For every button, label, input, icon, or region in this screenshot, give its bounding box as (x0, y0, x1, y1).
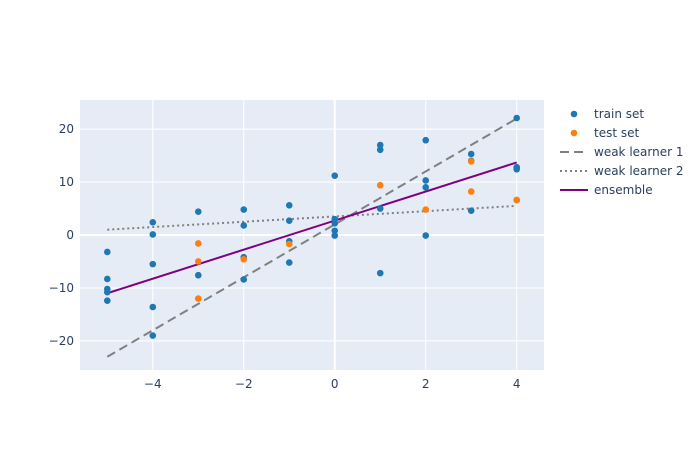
series-weak-learner-2 (107, 204, 517, 231)
legend-item-weak-learner-1[interactable]: weak learner 1 (560, 145, 683, 159)
train-set-point (331, 220, 339, 227)
legend-item-weak-learner-2[interactable]: weak learner 2 (560, 164, 683, 178)
train-set-point (240, 206, 248, 213)
y-axis-ticks: −20 −10 0 10 20 (49, 122, 74, 348)
x-axis-ticks: −4 −2 0 2 4 (144, 377, 521, 391)
y-tick-label: 0 (66, 228, 74, 242)
y-tick-label: 20 (59, 122, 74, 136)
train-set-point (194, 208, 202, 216)
legend-label: weak learner 2 (594, 164, 683, 178)
test-set-point (285, 240, 293, 248)
series-weak-learner-1 (106, 117, 518, 358)
train-set-point (376, 141, 384, 149)
train-set-point (467, 150, 475, 158)
train-set-point (285, 202, 293, 209)
plot-area (103, 114, 521, 358)
weak-learner-2-line (107, 204, 517, 231)
y-tick-label: −20 (49, 334, 74, 348)
legend-label: weak learner 1 (594, 145, 683, 159)
train-set-point (513, 114, 521, 122)
test-set-point (467, 188, 475, 195)
train-set-point (194, 271, 202, 279)
train-set-point (422, 184, 430, 191)
test-set-point (194, 240, 202, 247)
train-set-point (240, 222, 248, 229)
train-set-point (149, 303, 157, 311)
test-set-point (513, 196, 521, 204)
train-set-point (149, 332, 157, 339)
legend[interactable]: train set test set weak learner 1 weak lear… (560, 107, 683, 197)
legend-label: ensemble (594, 183, 653, 197)
train-set-point (103, 248, 111, 256)
y-tick-label: 10 (59, 175, 74, 189)
test-set-point (467, 158, 475, 165)
train-set-point (331, 232, 339, 239)
train-set-point (103, 297, 111, 304)
train-set-point (149, 218, 157, 226)
train-set-point (422, 232, 430, 239)
series-ensemble (106, 161, 518, 295)
train-set-point (467, 207, 475, 214)
train-set-point (422, 136, 430, 144)
y-tick-label: −10 (49, 281, 74, 295)
train-set-point (240, 276, 248, 283)
x-tick-label: −4 (144, 377, 162, 391)
train-set-point (285, 217, 293, 225)
legend-item-test-set[interactable]: test set (570, 126, 640, 140)
legend-swatch (570, 110, 578, 118)
legend-label: train set (594, 107, 644, 121)
legend-swatch (570, 129, 578, 137)
train-set-point (376, 205, 384, 212)
train-set-point (149, 260, 157, 268)
ensemble-line (106, 161, 518, 295)
legend-label: test set (594, 126, 639, 140)
x-tick-label: 0 (331, 377, 339, 391)
test-set-point (422, 206, 430, 213)
train-set-point (331, 227, 339, 235)
weak-learner-1-line (106, 117, 518, 358)
train-set-point (103, 288, 111, 296)
test-set-point (194, 295, 202, 302)
legend-item-ensemble[interactable]: ensemble (560, 183, 653, 197)
test-set-point (194, 258, 202, 265)
x-tick-label: 4 (513, 377, 521, 391)
train-set-point (331, 172, 339, 180)
train-set-point (103, 275, 111, 283)
x-tick-label: −2 (235, 377, 253, 391)
train-set-point (422, 177, 430, 184)
train-set-point (376, 146, 384, 154)
train-set-point (513, 166, 521, 173)
test-set-point (240, 256, 248, 263)
train-set-point (285, 259, 293, 266)
x-tick-label: 2 (422, 377, 430, 391)
legend-item-train-set[interactable]: train set (570, 107, 645, 121)
train-set-point (376, 269, 384, 277)
train-set-point (149, 231, 157, 238)
test-set-point (376, 181, 384, 189)
series-test-set (194, 158, 521, 302)
